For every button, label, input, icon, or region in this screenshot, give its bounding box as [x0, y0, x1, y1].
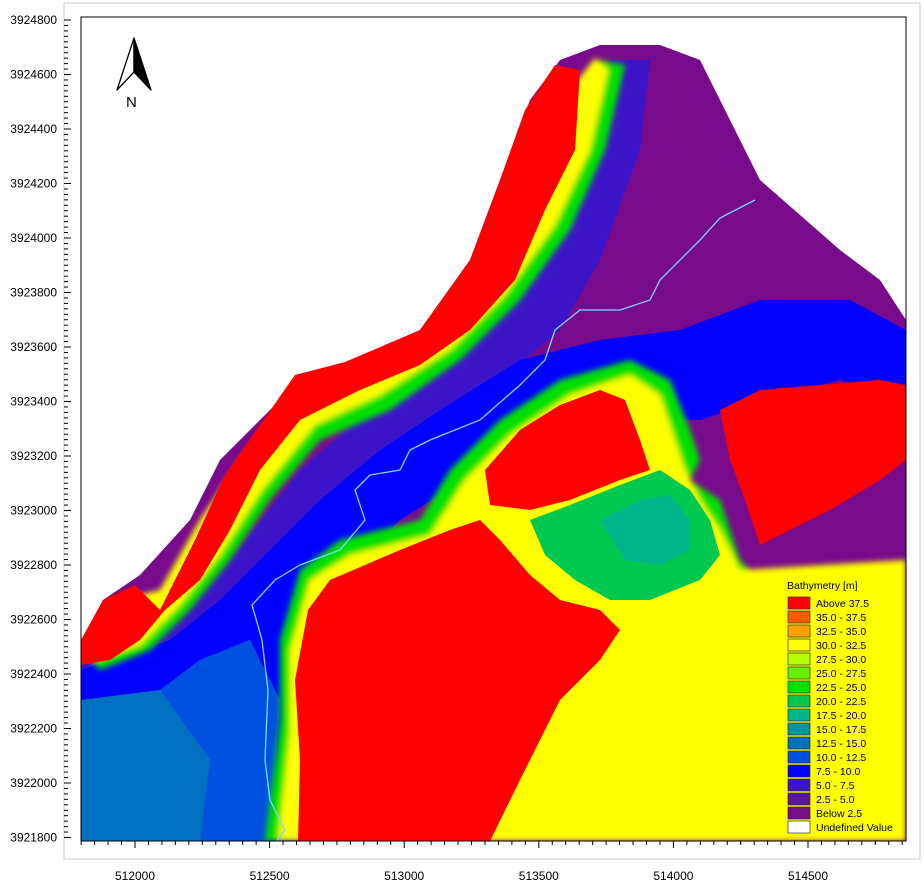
legend-swatch [787, 666, 811, 680]
legend-title: Bathymetry [m] [787, 580, 858, 592]
x-tick-label: 512500 [250, 869, 290, 883]
central-basin-teal [600, 495, 690, 565]
x-tick-label: 514500 [788, 869, 828, 883]
y-tick-label: 3922200 [10, 722, 57, 736]
nw-bank-red [81, 65, 580, 665]
legend-label: 30.0 - 32.5 [816, 640, 866, 652]
legend-swatch [787, 778, 811, 792]
outer-border [63, 2, 921, 860]
y-tick-label: 3923400 [10, 395, 57, 409]
river-line [251, 199, 756, 841]
legend: Bathymetry [m] Above 37.5 35.0 - 37.5 32.5… [787, 580, 893, 834]
y-tick-label: 3922600 [10, 613, 57, 627]
east-red [720, 380, 906, 545]
north-arrow-label: N [126, 94, 137, 111]
legend-items: Above 37.5 35.0 - 37.5 32.5 - 35.0 30.0 - 3… [787, 596, 893, 834]
x-tick-label: 513000 [384, 869, 424, 883]
legend-swatch [787, 624, 811, 638]
y-tick-label: 3923800 [10, 286, 57, 300]
legend-label: 25.0 - 27.5 [816, 668, 866, 680]
y-tick-label: 3924200 [10, 177, 57, 191]
legend-label: 32.5 - 35.0 [816, 626, 866, 638]
y-tick-label: 3923200 [10, 449, 57, 463]
y-tick-label: 3922800 [10, 558, 57, 572]
legend-swatch [787, 694, 811, 708]
legend-swatch [787, 652, 811, 666]
x-tick-label: 513500 [519, 869, 559, 883]
legend-label: Undefined Value [816, 822, 893, 834]
legend-swatch [787, 750, 811, 764]
legend-label: Below 2.5 [816, 808, 862, 820]
legend-swatch [787, 680, 811, 694]
y-tick-label: 3922000 [10, 776, 57, 790]
legend-swatch [787, 806, 811, 820]
y-tick-label: 3921800 [10, 831, 57, 845]
legend-swatch [787, 792, 811, 806]
south-bank-red [295, 520, 620, 841]
legend-swatch [787, 764, 811, 778]
y-axis: 3924800 3924600 3924400 3924200 3924000 39238… [10, 13, 71, 845]
x-axis: 512000 512500 513000 513500 514000 514500 [80, 841, 903, 883]
y-tick-label: 3924800 [10, 13, 57, 27]
lower-basin-2 [160, 640, 280, 841]
legend-swatch [787, 708, 811, 722]
y-tick-label: 3922400 [10, 667, 57, 681]
legend-label: 2.5 - 5.0 [816, 794, 855, 806]
legend-label: Above 37.5 [816, 598, 869, 610]
legend-label: 5.0 - 7.5 [816, 780, 855, 792]
y-tick-label: 3923600 [10, 340, 57, 354]
north-arrow-icon [116, 37, 152, 91]
central-island-red [485, 390, 650, 510]
bathymetry-layer [81, 45, 906, 841]
legend-label: 7.5 - 10.0 [816, 766, 861, 778]
legend-swatch [787, 610, 811, 624]
x-tick-label: 514000 [653, 869, 693, 883]
y-tick-label: 3924400 [10, 122, 57, 136]
legend-label: 27.5 - 30.0 [816, 654, 866, 666]
x-tick-label: 512000 [115, 869, 155, 883]
map-frame [80, 16, 907, 842]
y-tick-label: 3923000 [10, 504, 57, 518]
y-tick-label: 3924600 [10, 68, 57, 82]
legend-swatch [787, 736, 811, 750]
legend-label: 20.0 - 22.5 [816, 696, 866, 708]
legend-label: 22.5 - 25.0 [816, 682, 866, 694]
legend-label: 17.5 - 20.0 [816, 710, 866, 722]
legend-label: 10.0 - 12.5 [816, 752, 866, 764]
legend-label: 15.0 - 17.5 [816, 724, 866, 736]
legend-swatch [787, 638, 811, 652]
legend-swatch [787, 722, 811, 736]
legend-label: 35.0 - 37.5 [816, 612, 866, 624]
y-tick-label: 3924000 [10, 231, 57, 245]
legend-swatch [787, 820, 811, 834]
legend-swatch [787, 596, 811, 610]
legend-label: 12.5 - 15.0 [816, 738, 866, 750]
